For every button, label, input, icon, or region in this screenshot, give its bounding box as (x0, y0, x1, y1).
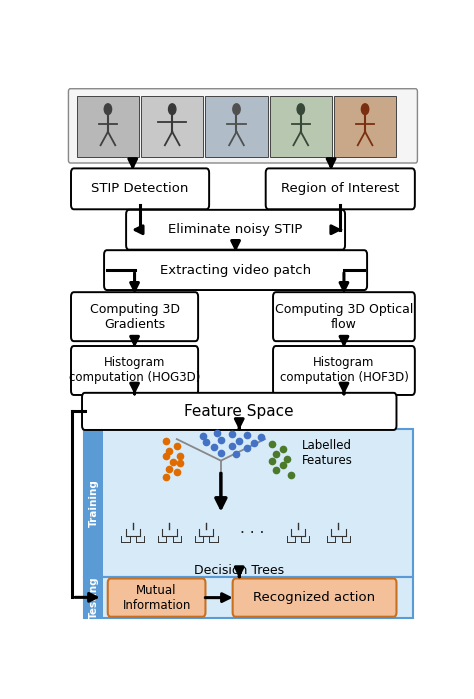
Text: Histogram
computation (HOF3D): Histogram computation (HOF3D) (280, 356, 409, 384)
Text: Mutual
Information: Mutual Information (122, 584, 191, 612)
FancyBboxPatch shape (334, 96, 396, 157)
Text: STIP Detection: STIP Detection (91, 182, 189, 195)
Text: Training: Training (89, 480, 99, 527)
Text: Eliminate noisy STIP: Eliminate noisy STIP (168, 223, 303, 236)
Text: Recognized action: Recognized action (254, 591, 375, 604)
Text: Labelled
Features: Labelled Features (301, 438, 353, 466)
Text: Testing: Testing (89, 576, 99, 619)
FancyBboxPatch shape (71, 168, 209, 209)
Circle shape (297, 103, 304, 115)
Circle shape (104, 103, 111, 115)
FancyBboxPatch shape (84, 429, 103, 577)
FancyBboxPatch shape (141, 96, 203, 157)
Text: Feature Space: Feature Space (184, 404, 294, 419)
FancyBboxPatch shape (77, 96, 139, 157)
Text: Extracting video patch: Extracting video patch (160, 264, 311, 277)
FancyBboxPatch shape (266, 168, 415, 209)
FancyBboxPatch shape (84, 577, 103, 617)
Circle shape (233, 103, 240, 115)
FancyBboxPatch shape (126, 210, 345, 250)
Circle shape (361, 103, 369, 115)
FancyBboxPatch shape (84, 577, 413, 618)
Text: Region of Interest: Region of Interest (281, 182, 400, 195)
FancyBboxPatch shape (108, 579, 205, 617)
FancyBboxPatch shape (68, 89, 418, 163)
Text: · · ·: · · · (240, 526, 264, 541)
FancyBboxPatch shape (84, 429, 413, 577)
FancyBboxPatch shape (104, 250, 367, 290)
FancyBboxPatch shape (233, 579, 396, 617)
FancyBboxPatch shape (82, 393, 396, 430)
FancyBboxPatch shape (71, 346, 198, 395)
FancyBboxPatch shape (205, 96, 267, 157)
Text: Computing 3D
Gradients: Computing 3D Gradients (90, 303, 180, 331)
FancyBboxPatch shape (273, 346, 415, 395)
Text: Computing 3D Optical
flow: Computing 3D Optical flow (275, 303, 413, 331)
Circle shape (169, 103, 176, 115)
Text: Histogram
computation (HOG3D): Histogram computation (HOG3D) (69, 356, 200, 384)
FancyBboxPatch shape (273, 292, 415, 341)
FancyBboxPatch shape (270, 96, 332, 157)
FancyBboxPatch shape (71, 292, 198, 341)
Text: Decision Trees: Decision Trees (194, 564, 284, 577)
